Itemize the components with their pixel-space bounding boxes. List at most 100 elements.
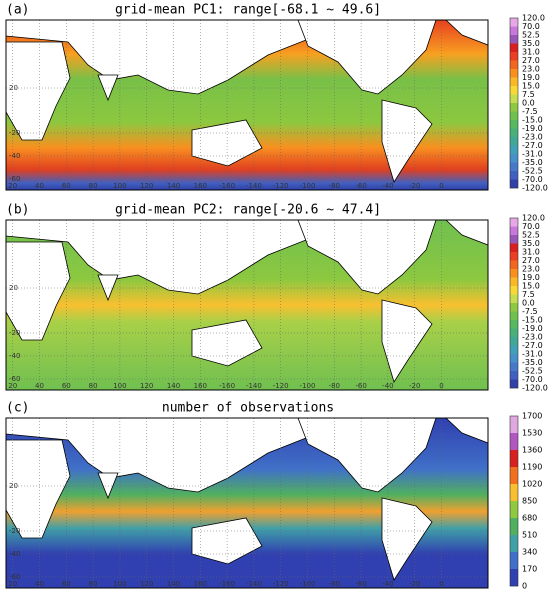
lon-label: -160 [219,182,235,190]
colorbar-label: -23.0 [522,133,543,142]
colorbar-label: 70.0 [522,22,540,31]
colorbar-label: -52.5 [522,367,543,376]
colorbar-label: -120.0 [522,184,548,193]
lon-label: -100 [300,580,316,588]
map-frame [5,19,489,191]
colorbar-label: 850 [522,497,537,506]
lat-label: -60 [9,375,20,383]
colorbar-segment [510,26,518,36]
lon-label: -20 [409,182,420,190]
colorbar-segment [510,484,518,502]
lon-label: -160 [219,580,235,588]
colorbar-segment [510,379,518,389]
lon-label: 80 [89,580,98,588]
panel-title: grid-mean PC2: range[-20.6 ~ 47.4] [115,203,381,218]
lon-label: 100 [113,580,126,588]
colorbar-label: 120.0 [522,214,545,223]
colorbar-label: 31.0 [522,248,540,257]
colorbar-segment [510,286,518,295]
colorbar-label: 0 [522,582,527,591]
colorbar-segment [510,43,518,53]
colorbar-segment [510,303,518,312]
colorbar-label: -70.0 [522,175,543,184]
colorbar-segment [510,103,518,112]
colorbar-label: 1530 [522,429,542,438]
lat-label: -20 [9,129,20,137]
lon-label: -100 [300,182,316,190]
lon-label: -80 [329,580,340,588]
lon-label: -60 [355,182,366,190]
lon-label: -60 [355,580,366,588]
panel-label: (b) [6,203,29,218]
colorbar-segment [510,69,518,78]
colorbar-label: 23.0 [522,265,540,274]
colorbar-label: -23.0 [522,333,543,342]
colorbar-segment [510,433,518,451]
colorbar-label: -15.0 [522,116,543,125]
colorbar-segment [510,35,518,44]
lat-label: 20 [9,482,18,490]
lon-label: 160 [194,580,207,588]
colorbar-segment [510,94,518,104]
colorbar-segment [510,328,518,338]
colorbar-label: 1700 [522,412,542,421]
colorbar-frame [509,17,519,189]
lon-label: -80 [329,182,340,190]
colorbar-segment [510,18,518,27]
colorbar-label: 1190 [522,463,542,472]
colorbar-label: -27.0 [522,141,543,150]
lon-label: -20 [409,382,420,390]
lon-label: 0 [439,382,443,390]
lon-label: -60 [355,382,366,390]
colorbar-label: -31.0 [522,350,543,359]
colorbar-segment [510,337,518,346]
lon-label: -140 [246,580,262,588]
lat-label: -40 [9,550,20,558]
colorbar-label: 0.0 [522,299,535,308]
lat-label: -40 [9,352,20,360]
lon-label: -40 [382,580,393,588]
colorbar-segment [510,120,518,129]
colorbar-label: 19.0 [522,73,540,82]
colorbar-segment [510,235,518,244]
colorbar-segment [510,128,518,138]
colorbar-label: 52.5 [522,31,540,40]
panel-title: grid-mean PC1: range[-68.1 ~ 49.6] [115,3,381,18]
lon-label: -20 [409,580,420,588]
lon-label: 20 [8,182,17,190]
colorbar-label: -7.5 [522,107,538,116]
colorbar-segment [510,179,518,189]
lon-label: 140 [167,580,180,588]
colorbar-label: 27.0 [522,256,540,265]
colorbar-label: -15.0 [522,316,543,325]
lon-label: 120 [140,580,153,588]
lon-label: -140 [246,382,262,390]
lon-label: 100 [113,182,126,190]
colorbar-segment [510,501,518,519]
colorbar-segment [510,218,518,227]
lon-label: 0 [439,580,443,588]
lat-label: -20 [9,329,20,337]
colorbar-label: 70.0 [522,222,540,231]
lon-label: 20 [8,580,17,588]
colorbar-label: 35.0 [522,239,540,248]
colorbar-segment [510,371,518,380]
colorbar-segment [510,535,518,553]
colorbar-label: 15.0 [522,282,540,291]
colorbar-label: 27.0 [522,56,540,65]
lon-label: 80 [89,182,98,190]
colorbar-frame [509,217,519,389]
colorbar-segment [510,362,518,372]
colorbar-segment [510,111,518,121]
colorbar-label: 23.0 [522,65,540,74]
colorbar-segment [510,52,518,61]
colorbar-label: 340 [522,548,537,557]
colorbar-segment [510,552,518,570]
lon-label: 140 [167,382,180,390]
map-frame [5,417,489,589]
lon-label: 60 [62,580,71,588]
lon-label: -40 [382,182,393,190]
colorbar-label: -7.5 [522,307,538,316]
lon-label: 100 [113,382,126,390]
